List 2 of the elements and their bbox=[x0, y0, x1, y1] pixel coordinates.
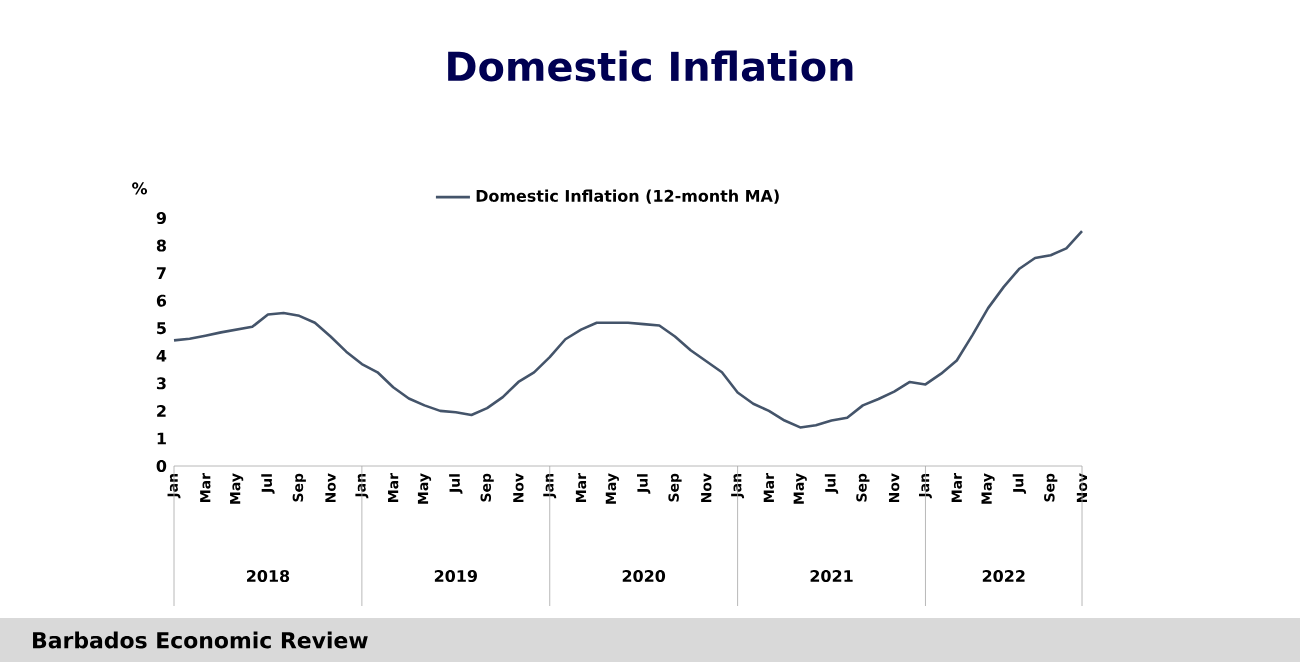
text: Barbados Economic Review bbox=[33, 631, 368, 649]
chart-title: Domestic Inflation bbox=[448, 50, 853, 82]
